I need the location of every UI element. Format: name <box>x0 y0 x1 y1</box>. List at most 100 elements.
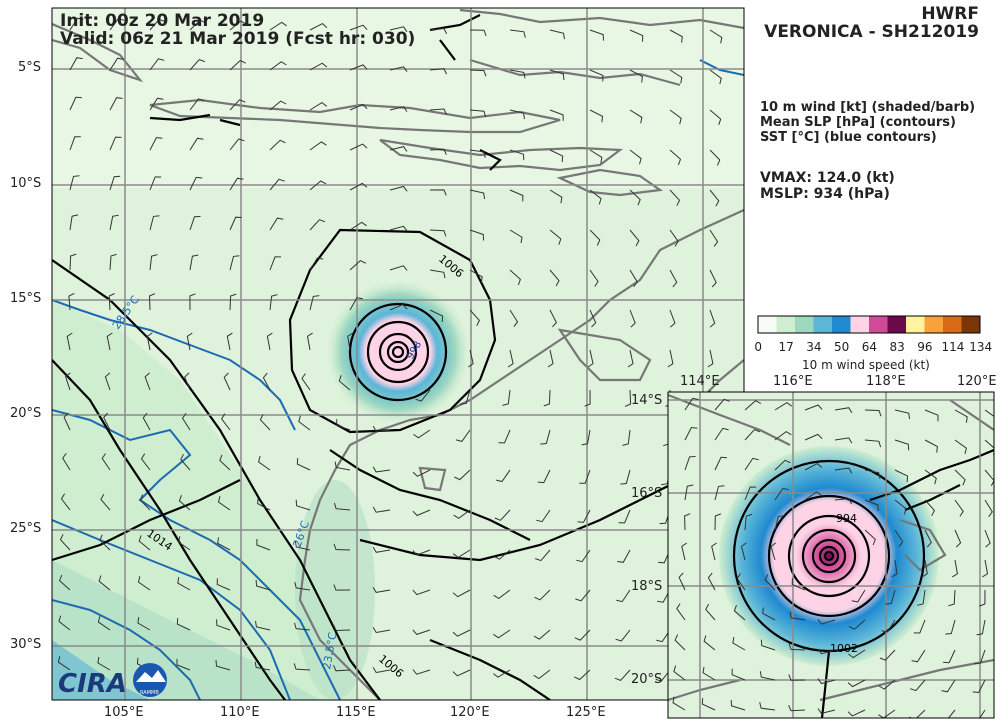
wind-barb <box>372 546 391 553</box>
wind-barb <box>219 454 231 471</box>
wind-barb <box>589 189 602 205</box>
wind-barb <box>181 413 191 431</box>
wind-barb <box>864 499 879 511</box>
lat-label-20s: 20°S <box>10 406 42 421</box>
wind-barb <box>952 559 958 578</box>
wind-barb <box>924 409 939 422</box>
wind-barb <box>309 62 328 71</box>
wind-barb <box>109 253 117 271</box>
wind-barb <box>149 137 163 151</box>
wind-barb <box>269 294 278 311</box>
mslp-value: MSLP: 934 (hPa) <box>760 186 890 202</box>
wind-barb <box>69 214 79 231</box>
lat-label-10s: 10°S <box>10 176 42 191</box>
wind-barb <box>589 309 597 328</box>
wind-barb <box>66 332 73 351</box>
wind-barb <box>804 433 823 441</box>
wind-barb <box>189 98 205 111</box>
wind-barb <box>954 529 962 548</box>
wind-barb <box>99 534 111 551</box>
colorbar-segment <box>758 316 777 333</box>
wind-barb <box>334 461 351 471</box>
wind-barb <box>254 661 271 671</box>
wind-barb <box>502 389 511 406</box>
wind-barb <box>549 269 560 287</box>
wind-barb <box>266 332 273 351</box>
wind-barb <box>703 635 716 651</box>
wind-barb <box>744 513 753 531</box>
wind-barb <box>226 332 233 351</box>
wind-barb <box>372 586 391 593</box>
wind-barb <box>774 515 785 531</box>
wind-barb <box>678 572 686 591</box>
wind-barb <box>669 229 679 247</box>
wind-barb <box>894 409 911 420</box>
wind-barb <box>788 705 806 712</box>
wind-barb <box>774 487 789 501</box>
wind-barb <box>684 456 696 471</box>
wind-barb <box>137 576 151 591</box>
lon-label-105e: 105°E <box>104 705 144 720</box>
colorbar-tick-64: 64 <box>861 340 878 354</box>
wind-barb <box>144 372 151 391</box>
wind-barb <box>429 189 447 196</box>
wind-barb <box>943 649 956 664</box>
wind-barb <box>452 589 471 598</box>
colorbar-tick-50: 50 <box>834 340 850 354</box>
wind-barb <box>705 603 716 621</box>
wind-barb <box>100 493 111 511</box>
wind-barb <box>493 549 511 560</box>
inset-lon-118e: 118°E <box>866 374 906 389</box>
logo-sublabel: RAMMB <box>140 690 159 696</box>
wind-barb <box>707 572 716 591</box>
wind-barb <box>733 605 746 621</box>
wind-barb <box>180 453 191 471</box>
wind-barb <box>429 108 447 115</box>
wind-barb <box>389 304 408 311</box>
wind-barb <box>216 619 231 631</box>
wind-barb <box>847 679 866 688</box>
wind-barb <box>149 254 158 271</box>
wind-barb <box>979 589 986 607</box>
wind-barb <box>146 332 153 351</box>
wind-barb <box>57 656 71 671</box>
wind-barb <box>984 529 991 548</box>
wind-barb <box>137 617 151 631</box>
wind-barb <box>333 502 351 511</box>
wind-barb <box>215 660 231 671</box>
wind-barb <box>189 216 201 231</box>
wind-barb <box>269 61 287 71</box>
wind-barb <box>760 639 776 651</box>
wind-barb <box>69 17 84 31</box>
wind-barb <box>864 469 881 479</box>
wind-barb <box>333 543 351 551</box>
wind-barb <box>389 185 408 192</box>
wind-barb <box>69 96 82 111</box>
wind-barb <box>295 499 311 511</box>
wind-barb <box>848 649 866 659</box>
wind-barb <box>349 297 363 311</box>
wind-barb <box>69 175 80 191</box>
wind-barb <box>469 69 487 77</box>
wind-barb <box>255 579 271 591</box>
wind-barb <box>309 295 320 311</box>
wind-barb <box>817 619 836 625</box>
wind-barb <box>894 439 910 451</box>
wind-barb <box>259 414 271 431</box>
wind-barb <box>149 215 160 231</box>
wind-barb <box>891 559 898 578</box>
wind-barb <box>620 469 631 485</box>
wind-barb <box>954 409 968 423</box>
wind-barb <box>788 643 806 651</box>
wind-barb <box>298 415 311 431</box>
wind-barb <box>217 537 231 551</box>
wind-barb <box>924 529 932 548</box>
wind-barb <box>177 577 191 591</box>
wind-barb <box>189 254 199 271</box>
wind-barb <box>492 669 511 678</box>
wind-barb <box>673 665 686 681</box>
wind-barb <box>509 309 519 327</box>
wind-barb <box>412 469 431 477</box>
wind-barb <box>106 332 113 351</box>
wind-barb <box>372 425 391 432</box>
